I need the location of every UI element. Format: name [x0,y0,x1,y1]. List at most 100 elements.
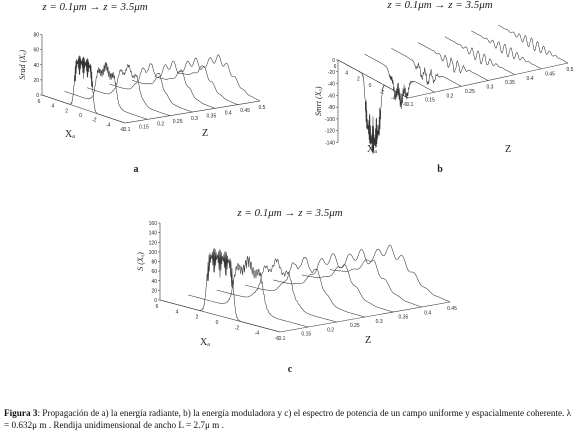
z-tick-label: 0.45 [447,306,457,312]
z-tick-label: 0.5 [567,67,574,73]
panel-letter: c [288,364,293,375]
panel-letter: b [437,164,443,175]
x-tick-label: 2 [357,77,360,83]
x-tick-label: 4 [51,104,54,110]
y-tick-label: -60 [328,93,335,99]
z-tick-label: 0.35 [399,315,409,321]
y-tick-label: 40 [33,63,39,69]
slice-curve [273,253,394,313]
slice-curve [86,64,171,116]
z-tick-label: 0.35 [207,113,217,119]
x-tick-label: -4 [391,96,396,102]
y-tick-label: 160 [149,221,158,227]
y-tick-label: -20 [328,70,335,76]
y-axis-label: Srad (Xₐ) [18,50,27,80]
z-tick-label: 0.4 [225,111,232,117]
x-tick-label: 4 [176,309,179,315]
x-tick-label: -4 [106,122,111,128]
z-tick-label: 0.3 [487,85,494,91]
x-tick-label: 6 [156,304,159,310]
x-tick-label: -6 [403,102,408,108]
slice-curve [41,55,126,124]
panel-letter: a [134,164,139,175]
y-tick-label: 0 [332,58,335,64]
caption: Figura 3: Propagación de a) la energía r… [4,407,576,431]
x-axis-label: Xₐ [200,337,210,348]
z-tick-label: 0.15 [139,124,149,130]
slice-curve [329,244,451,302]
y-tick-label: 0 [154,298,157,304]
z-tick-label: 0.25 [465,89,475,95]
y-tick-label: 100 [149,250,158,256]
x-tick-label: -2 [92,118,97,124]
slice-curve [109,63,193,113]
slice-curve [444,36,515,75]
z-tick-label: 0.45 [545,71,555,77]
z-tick-label: 0.2 [447,93,454,99]
y-axis-label: Smrt (Xₐ) [314,86,323,116]
x-tick-label: -2 [379,89,384,95]
z-tick-label: 0.2 [327,327,334,333]
slice-curve [216,258,337,323]
z-tick-label: 0.25 [350,323,360,329]
x-tick-label: 2 [65,108,68,114]
y-tick-label: 60 [33,48,39,54]
caption-text: : Propagación de a) la energía radiante,… [4,408,572,430]
slice-curve [337,59,409,154]
y-tick-label: 80 [33,33,39,39]
z-tick-label: 0.1 [124,127,131,133]
y-tick-label: -40 [328,82,335,88]
z-tick-label: 0.4 [527,76,534,82]
x-tick-label: -6 [120,127,125,133]
y-tick-label: 120 [149,240,158,246]
panel-title: z = 0.1μm → z = 3.5μm [236,207,342,219]
slice-curve [417,42,489,81]
slice-curve [159,248,281,333]
z-tick-label: 0.3 [191,116,198,122]
z-axis-label: Z [365,335,371,346]
y-tick-label: -80 [328,105,335,111]
y-axis-label: S (Xₐ) [136,252,145,271]
y-tick-label: 0 [36,93,39,99]
x-tick-label: 6 [334,64,337,70]
z-tick-label: 0.15 [425,98,435,104]
x-tick-label: 0 [216,320,219,326]
z-axis-label: Z [202,128,208,139]
z-axis-label: Z [505,144,511,155]
slice-curve [131,60,216,109]
x-tick-label: 0 [369,83,372,89]
z-tick-label: 0.1 [407,102,414,108]
x-tick-label: 6 [38,99,41,105]
x-tick-label: 0 [79,113,82,119]
panel-title: z = 0.1μm → z = 3.5μm [386,0,492,11]
z-tick-label: 0.4 [424,310,431,316]
x-tick-label: -6 [275,336,280,342]
y-tick-label: 80 [151,260,157,266]
z-tick-label: 0.5 [259,105,266,111]
y-tick-label: 140 [149,231,158,237]
y-tick-label: 20 [151,288,157,294]
y-tick-label: 60 [151,269,157,275]
z-tick-label: 0.15 [301,332,311,338]
z-tick-label: 0.25 [173,119,183,125]
z-tick-label: 0.3 [376,319,383,325]
z-tick-label: 0.35 [505,80,515,86]
slice-curve [176,54,261,101]
slice-curve [391,48,462,87]
y-tick-label: -140 [325,141,335,147]
x-axis-label: Xₐ [65,129,75,140]
slice-curve [497,24,569,64]
z-tick-label: 0.45 [240,108,250,114]
z-tick-label: 0.2 [157,122,164,128]
y-tick-label: -100 [325,117,335,123]
z-tick-label: 0.1 [279,336,286,342]
y-tick-label: -120 [325,129,335,135]
slice-curve [64,62,148,120]
y-tick-label: 20 [33,78,39,84]
x-tick-label: 2 [196,315,199,321]
slice-curve [188,256,309,328]
slice-curve [301,249,422,308]
x-tick-label: -4 [255,331,260,337]
slice-curve [471,30,542,70]
